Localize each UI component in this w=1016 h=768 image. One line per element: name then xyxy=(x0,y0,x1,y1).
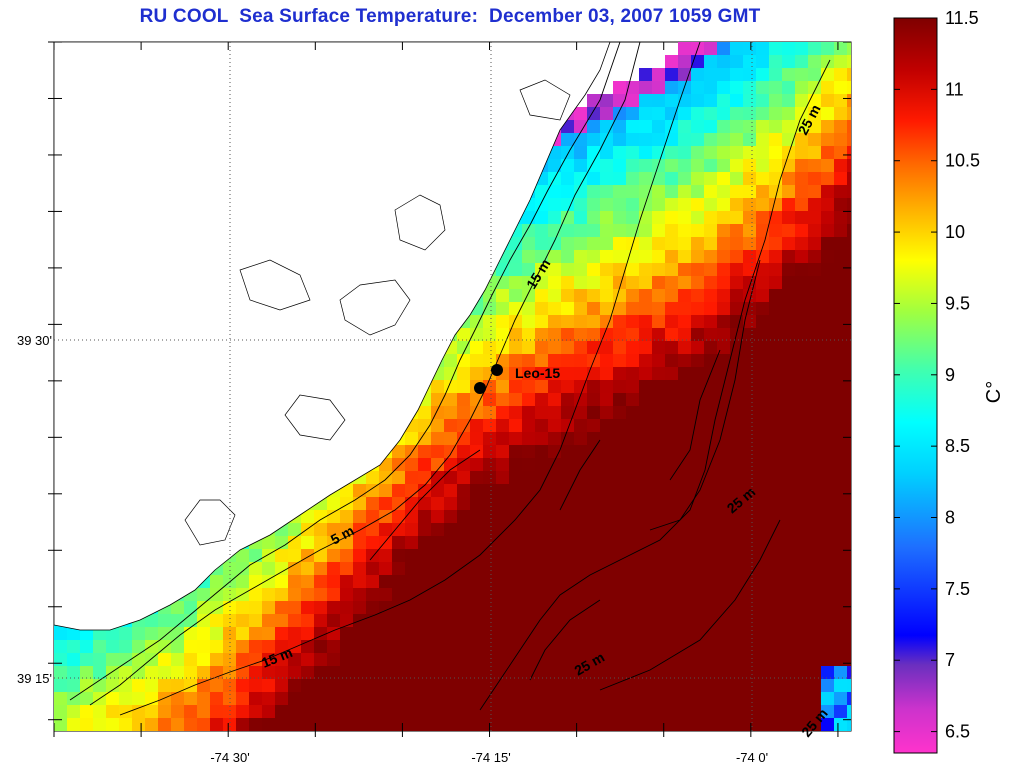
lon-tick-label-2: -74 15' xyxy=(471,750,510,765)
station-label: Leo-15 xyxy=(515,365,560,381)
axis-ticks xyxy=(48,41,851,737)
colorbar-tick-label: 9 xyxy=(945,365,955,385)
colorbar-tick-label: 7 xyxy=(945,650,955,670)
colorbar-tick-label: 6.5 xyxy=(945,722,970,742)
colorbar-tick-label: 10 xyxy=(945,222,965,242)
colorbar-tick-label: 10.5 xyxy=(945,151,980,171)
colorbar xyxy=(893,17,938,754)
station-marker-leo15-offshore xyxy=(491,364,503,376)
station-marker-leo15-inshore xyxy=(474,382,486,394)
depth-contours xyxy=(69,42,831,716)
land-mass xyxy=(54,42,611,631)
lat-tick-label-2: 39 15' xyxy=(17,671,52,686)
colorbar-tick-label: 8 xyxy=(945,508,955,528)
map-title: RU COOL Sea Surface Temperature: Decembe… xyxy=(139,6,761,27)
lon-tick-label-3: -74 0' xyxy=(736,750,768,765)
colorbar-tick-label: 11.5 xyxy=(945,8,979,28)
colorbar-tick-label: 9.5 xyxy=(945,293,970,313)
colorbar-unit-label: C° xyxy=(983,381,1005,403)
lat-tick-label-1: 39 30' xyxy=(17,333,52,348)
colorbar-tick-label: 8.5 xyxy=(945,436,970,456)
lon-tick-label-1: -74 30' xyxy=(210,750,249,765)
colorbar-ticks: 6.5 7 7.5 8 8.5 9 9.5 10 10.5 11 11.5 xyxy=(894,8,980,742)
colorbar-tick-label: 7.5 xyxy=(945,579,970,599)
colorbar-tick-label: 11 xyxy=(945,79,964,99)
graticule xyxy=(54,42,851,731)
